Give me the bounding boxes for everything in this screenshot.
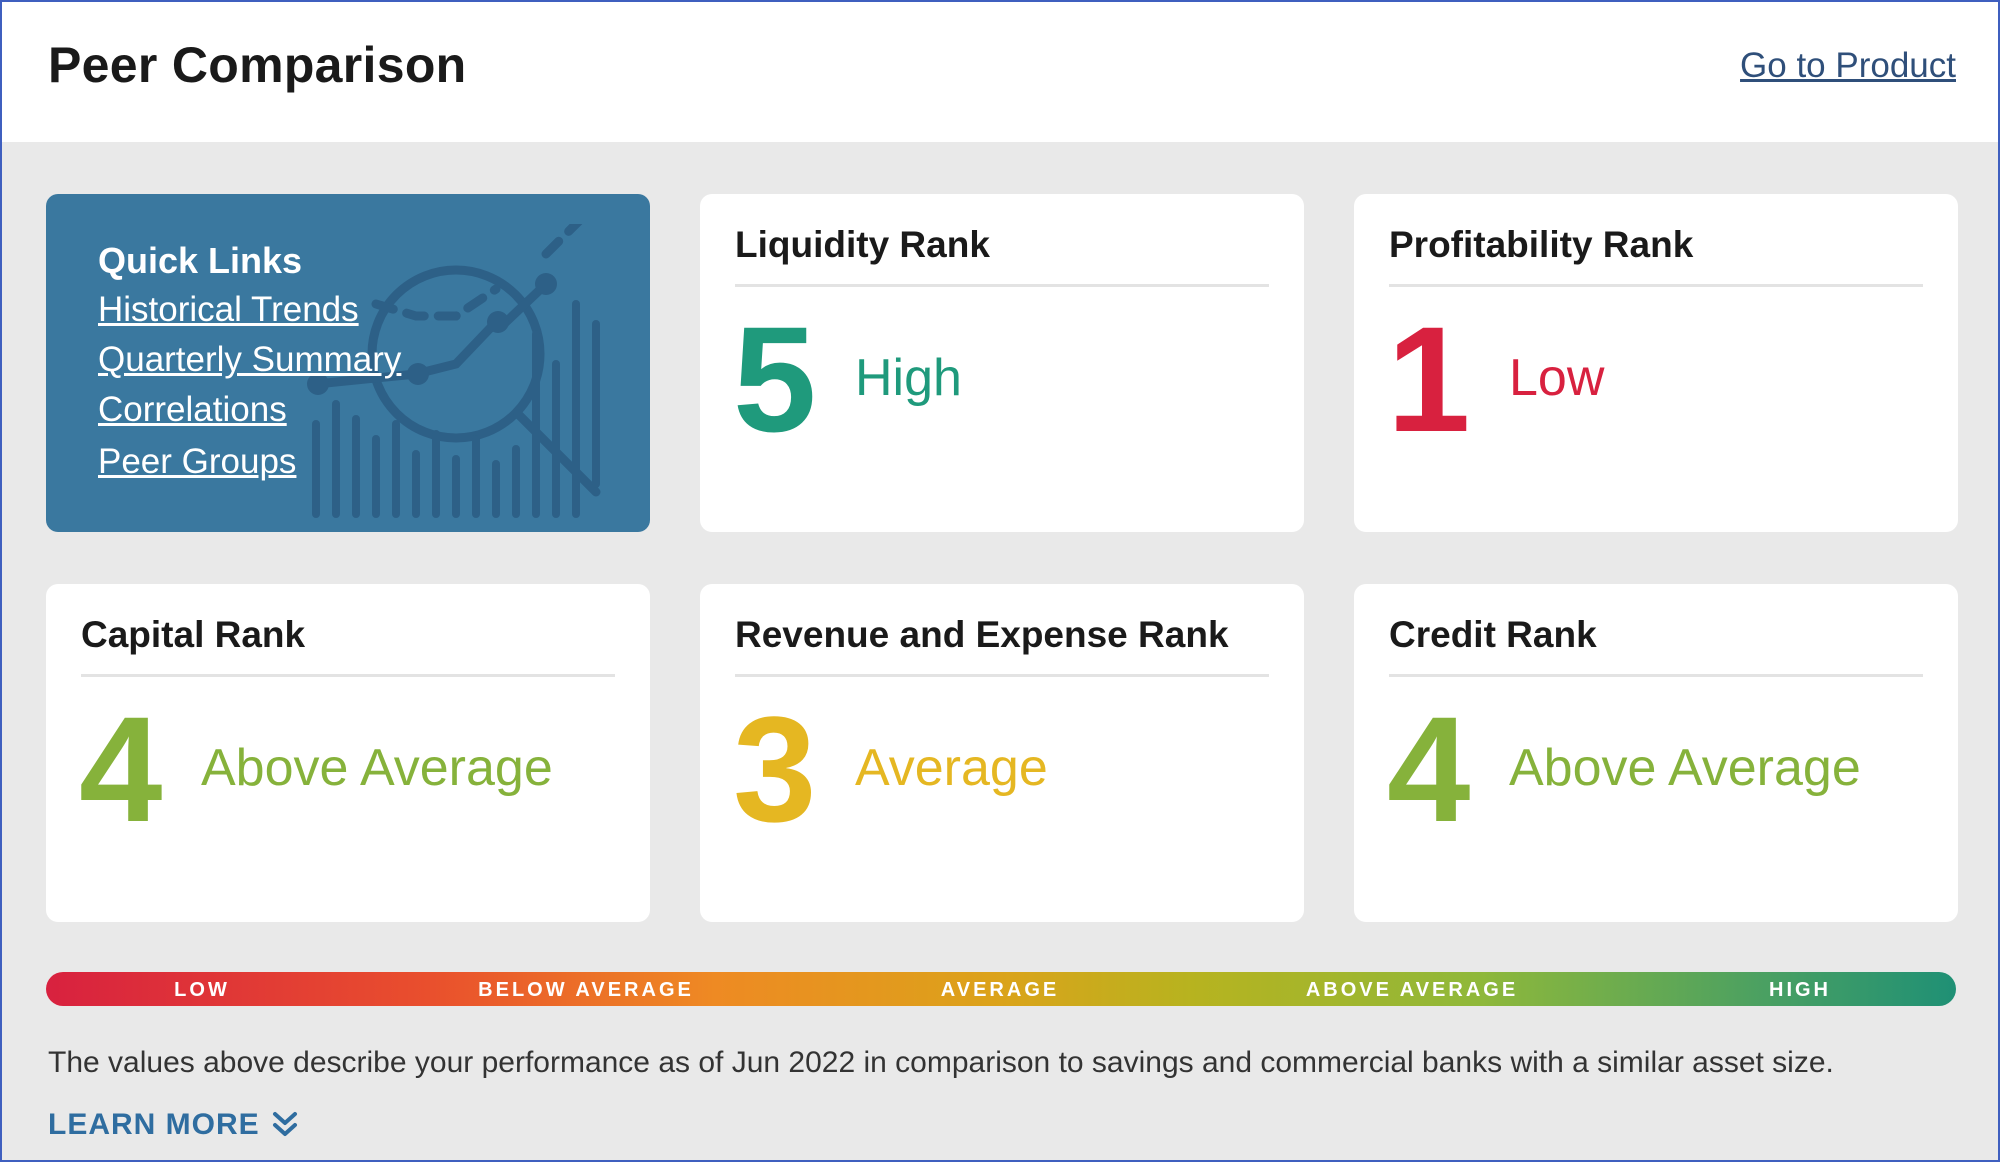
- card-title: Credit Rank: [1389, 614, 1923, 677]
- historical-trends-link[interactable]: Historical Trends: [98, 290, 359, 329]
- learn-more-button[interactable]: LEARN MORE: [48, 1108, 298, 1142]
- card-title: Capital Rank: [81, 614, 615, 677]
- rank-label: High: [855, 349, 962, 407]
- rank-scale-bar: LOW BELOW AVERAGE AVERAGE ABOVE AVERAGE …: [46, 972, 1956, 1006]
- quarterly-summary-link[interactable]: Quarterly Summary: [98, 340, 402, 379]
- rank-value: 4: [1387, 685, 1471, 853]
- quick-links-title: Quick Links: [98, 240, 303, 281]
- scale-label-high: HIGH: [1769, 979, 1831, 1001]
- scale-label-average: AVERAGE: [940, 979, 1060, 1001]
- rank-label: Average: [855, 739, 1048, 797]
- scale-label-below-average: BELOW AVERAGE: [478, 979, 694, 1001]
- chart-magnifier-icon: [307, 224, 601, 518]
- performance-description: The values above describe your performan…: [48, 1046, 1834, 1079]
- profitability-rank-card: Profitability Rank 1 Low: [1354, 194, 1958, 532]
- liquidity-rank-card: Liquidity Rank 5 High: [700, 194, 1304, 532]
- rank-value: 1: [1387, 295, 1471, 463]
- rank-label: Above Average: [1509, 739, 1861, 797]
- learn-more-label: LEARN MORE: [48, 1108, 260, 1141]
- rank-value: 5: [733, 295, 817, 463]
- correlations-link[interactable]: Correlations: [98, 390, 287, 429]
- scale-label-above-average: ABOVE AVERAGE: [1305, 979, 1519, 1001]
- page-title: Peer Comparison: [48, 37, 467, 93]
- widget-header: Peer Comparison Go to Product: [2, 2, 1998, 142]
- go-to-product-link[interactable]: Go to Product: [1740, 46, 1956, 85]
- capital-rank-card: Capital Rank 4 Above Average: [46, 584, 650, 922]
- quick-links-card: Quick Links Historical Trends Quarterly …: [46, 194, 650, 532]
- credit-rank-card: Credit Rank 4 Above Average: [1354, 584, 1958, 922]
- rank-value: 4: [79, 685, 163, 853]
- peer-groups-link[interactable]: Peer Groups: [98, 442, 297, 481]
- double-chevron-down-icon: [272, 1112, 297, 1136]
- card-title: Liquidity Rank: [735, 224, 1269, 287]
- scale-label-low: LOW: [174, 979, 230, 1001]
- rank-value: 3: [733, 685, 817, 853]
- revenue-expense-rank-card: Revenue and Expense Rank 3 Average: [700, 584, 1304, 922]
- rank-label: Low: [1509, 349, 1605, 407]
- card-title: Revenue and Expense Rank: [735, 614, 1269, 677]
- card-title: Profitability Rank: [1389, 224, 1923, 287]
- rank-label: Above Average: [201, 739, 553, 797]
